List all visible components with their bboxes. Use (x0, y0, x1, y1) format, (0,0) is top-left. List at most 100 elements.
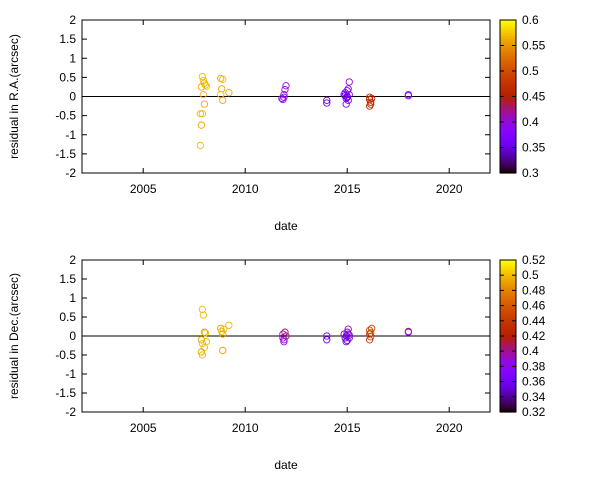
dec-data-point (200, 328, 209, 336)
ra-colorbar-step (500, 129, 516, 133)
ra-data-point (323, 99, 331, 107)
dec-colorbar-step (500, 351, 516, 355)
dec-colorbar-step (500, 363, 516, 367)
dec-colorbar-step (500, 386, 516, 390)
dec-colorbar-step (500, 303, 516, 307)
dec-colorbar-step (500, 346, 516, 350)
ra-data-point (197, 121, 205, 129)
dec-colorbar-step (500, 267, 516, 271)
dec-colorbar-step (500, 381, 516, 385)
ra-data-point (365, 102, 374, 110)
dec-data-point (199, 311, 208, 319)
ra-colorbar-step (500, 55, 516, 59)
ra-colorbar-step (500, 78, 516, 82)
dec-colorbar-step (500, 308, 516, 312)
ra-ytick-label: 2 (69, 13, 76, 27)
dec-colorbar-step (500, 348, 516, 352)
dec-xtick-label: 2005 (130, 421, 157, 435)
dec-colorbar-step (500, 368, 516, 373)
dec-ytick-label: 1 (69, 291, 76, 305)
ra-colorbar-step (500, 30, 516, 34)
ra-data-point (367, 98, 375, 106)
ra-colorbar-step (500, 144, 516, 149)
dec-ytick-label: -1.5 (55, 386, 76, 400)
dec-data-point (197, 336, 205, 344)
dec-colorbar-step (500, 366, 516, 370)
dec-colorbar-step (500, 272, 516, 276)
dec-plot-frame (81, 259, 491, 413)
ra-x-axis-label: date (274, 219, 298, 233)
dec-colorbar-step (500, 394, 516, 398)
ra-data-point (197, 83, 205, 91)
dec-data-point (368, 324, 376, 333)
dec-colorbar-step (500, 404, 516, 408)
ra-colorbar-step (500, 152, 516, 156)
dec-colorbar-tick-label: 0.32 (522, 405, 546, 419)
dec-data-point (219, 346, 227, 355)
dec-colorbar-step (500, 300, 516, 304)
ra-data-point (198, 72, 207, 81)
ra-xtick-label: 2020 (436, 182, 463, 196)
dec-colorbar-step (500, 384, 516, 388)
dec-colorbar-step (500, 285, 516, 289)
ra-colorbar-step (500, 137, 516, 141)
ra-colorbar-step (500, 20, 516, 24)
ra-colorbar-step (500, 22, 516, 26)
ra-colorbar-step (500, 76, 516, 80)
ra-colorbar-step (500, 142, 516, 146)
dec-colorbar-step (500, 396, 516, 400)
dec-colorbar-step (500, 318, 516, 322)
ra-ytick-label: 0.5 (59, 70, 76, 84)
dec-data-point (367, 333, 375, 341)
dec-colorbar-step (500, 282, 516, 286)
dec-data-point (323, 336, 331, 344)
dec-residual-panel: -2 -1.5 -1 -0.5 0 0.5 1 1.5 2 2005 2010 2015 2020 dat… (7, 253, 546, 472)
dec-colorbar-step (500, 341, 516, 345)
dec-colorbar-step (500, 290, 516, 294)
ra-data-point (278, 94, 286, 103)
ra-colorbar-step (500, 167, 516, 172)
ra-colorbar-step (500, 165, 516, 169)
dec-colorbar-step (500, 280, 516, 284)
dec-colorbar-step (500, 389, 516, 393)
dec-data-point (197, 348, 205, 356)
dec-colorbar-step (500, 333, 516, 337)
ra-colorbar-step (500, 27, 516, 31)
ra-colorbar-step (500, 101, 516, 105)
ra-colorbar-step (500, 162, 516, 166)
dec-colorbar-step (500, 391, 516, 395)
dec-colorbar-tick-label: 0.38 (522, 359, 546, 373)
dec-data-point (342, 338, 350, 346)
ra-colorbar-step (500, 99, 516, 103)
ra-data-point (280, 93, 288, 101)
ra-data-point (342, 100, 350, 108)
dec-colorbar: 0.320.340.36 0.380.40.420.440.46 0.480.50.… (499, 253, 546, 419)
ra-colorbar-step (500, 86, 516, 90)
dec-colorbar-step (500, 358, 516, 362)
dec-colorbar-step (500, 399, 516, 403)
dec-colorbar-step (500, 287, 516, 291)
dec-colorbar-step (500, 262, 516, 266)
ra-ytick-label: -1 (65, 128, 76, 142)
dec-colorbar-step (500, 323, 516, 327)
ra-colorbar-step (500, 32, 516, 36)
ra-data-point (345, 78, 353, 86)
ra-data-point (368, 94, 376, 103)
ra-ytick-label: 0 (69, 90, 76, 104)
ra-colorbar-step (500, 81, 516, 85)
ra-data-point (196, 110, 204, 118)
dec-data-point (198, 351, 207, 359)
ra-data-point (219, 75, 227, 83)
ra-colorbar-step (500, 111, 516, 115)
dec-colorbar-step (500, 295, 516, 299)
ra-data-point (225, 89, 233, 97)
dec-colorbar-step (500, 361, 516, 365)
ra-colorbar-step (500, 65, 516, 70)
dec-colorbar-step (500, 409, 516, 413)
ra-data-point (365, 93, 374, 101)
ra-data-point (199, 90, 208, 99)
ra-colorbar-step (500, 58, 516, 62)
ra-colorbar-tick-label: 0.55 (522, 39, 546, 53)
dec-colorbar-step (500, 315, 516, 319)
